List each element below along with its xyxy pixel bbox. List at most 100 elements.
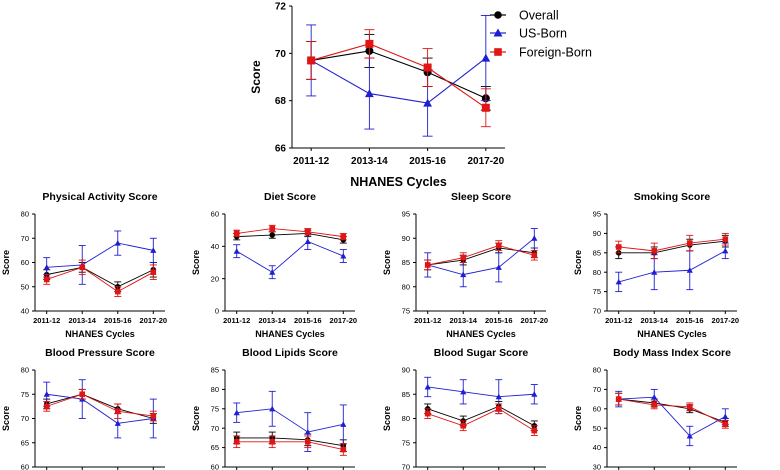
data-point <box>150 413 157 419</box>
y-tick-label: 70 <box>211 424 219 433</box>
series-overall <box>424 242 538 271</box>
data-point <box>233 230 240 237</box>
series-us-born <box>424 376 538 415</box>
series-line <box>618 396 726 437</box>
y-tick-label: 68 <box>275 96 287 107</box>
x-axis-label: NHANES Cycles <box>350 175 447 189</box>
y-tick-label: 60 <box>21 463 29 470</box>
y-tick-label: 65 <box>211 443 219 452</box>
y-axis-label: Score <box>573 250 583 275</box>
x-tick-label: 2015-16 <box>485 316 513 325</box>
series-line <box>618 398 726 423</box>
y-tick-label: 75 <box>402 438 410 447</box>
x-axis-label: NHANES Cycles <box>637 329 707 339</box>
y-tick-label: 80 <box>593 268 601 277</box>
x-tick-label: 2017-20 <box>330 316 358 325</box>
data-point <box>43 264 50 270</box>
series-overall <box>424 401 538 432</box>
x-tick-label: 2017-20 <box>140 316 168 325</box>
series-foreign-born <box>424 240 538 271</box>
data-point <box>340 446 347 453</box>
y-tick-label: 72 <box>275 2 287 13</box>
data-point <box>150 269 157 275</box>
data-point <box>304 238 311 245</box>
y-tick-label: 90 <box>402 234 410 243</box>
y-tick-label: 85 <box>593 248 601 257</box>
data-point <box>495 406 502 412</box>
data-point <box>722 421 729 428</box>
series-line <box>427 408 535 432</box>
chart-main: 66 68 70 72 2011-12 2013-14 2015-16 2017-20 Scor… <box>249 2 505 189</box>
chart-bp: Blood Pressure Score 60 65 70 75 80 Score <box>1 347 165 470</box>
y-tick-label: 85 <box>211 366 219 375</box>
data-point <box>424 262 431 268</box>
x-tick-label: 2013-14 <box>449 316 477 325</box>
y-axis-label: Score <box>249 60 263 94</box>
data-point <box>686 267 693 273</box>
series-overall <box>43 388 157 424</box>
data-point <box>307 56 316 65</box>
x-tick-label: 2011-12 <box>414 316 441 325</box>
data-point <box>43 403 50 410</box>
data-point <box>79 391 86 398</box>
data-point <box>722 247 729 254</box>
series-us-born <box>43 379 157 439</box>
data-point <box>423 63 432 72</box>
y-axis-label: Score <box>382 406 392 431</box>
data-point <box>304 429 311 435</box>
y-tick-label: 66 <box>275 144 287 155</box>
data-point <box>340 252 347 259</box>
legend-item-foreign-born: Foreign-Born <box>490 46 592 60</box>
legend-item-overall: Overall <box>490 9 559 23</box>
data-point <box>43 276 50 283</box>
x-tick-label: 2011-12 <box>223 316 250 325</box>
data-point <box>460 422 467 429</box>
legend-label-us-born: US-Born <box>519 27 567 41</box>
data-point <box>722 413 729 420</box>
data-point <box>340 421 347 427</box>
data-point <box>114 408 121 415</box>
series-foreign-born <box>306 29 491 128</box>
data-point <box>233 438 240 445</box>
y-tick-label: 65 <box>21 438 29 447</box>
series-us-born <box>424 228 538 288</box>
x-tick-label: 2015-16 <box>409 156 446 167</box>
series-foreign-born <box>233 435 347 456</box>
series-line <box>618 238 726 252</box>
data-point <box>79 264 86 271</box>
x-tick-label: 2013-14 <box>351 156 388 167</box>
y-tick-label: 20 <box>211 274 219 283</box>
data-point <box>615 244 622 250</box>
x-tick-label: 2017-20 <box>467 156 504 167</box>
series-foreign-born <box>615 232 729 260</box>
series-line <box>236 441 344 450</box>
series-foreign-born <box>615 392 729 429</box>
y-tick-label: 95 <box>593 210 601 219</box>
chart-bmi: Body Mass Index Score 30 40 50 60 70 80 Score <box>573 347 737 470</box>
x-tick-label: 2011-12 <box>293 156 330 167</box>
y-tick-label: 80 <box>402 414 410 423</box>
data-point <box>233 409 240 416</box>
data-point <box>651 394 658 400</box>
data-point <box>269 225 276 232</box>
y-tick-label: 40 <box>21 307 29 316</box>
data-point <box>365 39 374 48</box>
chart-sugar: Blood Sugar Score 70 75 80 85 90 Score <box>382 347 546 470</box>
y-axis-label: Score <box>382 250 392 275</box>
data-point <box>233 248 240 254</box>
x-tick-label: 2015-16 <box>104 316 132 325</box>
y-tick-label: 70 <box>593 307 601 316</box>
y-tick-label: 60 <box>593 404 601 413</box>
y-axis-label: Score <box>573 406 583 431</box>
data-point <box>651 248 658 254</box>
data-point <box>460 388 467 395</box>
series-line <box>46 393 154 417</box>
y-tick-label: 0 <box>215 307 219 316</box>
x-tick-label: 2015-16 <box>294 316 322 325</box>
series-line <box>236 240 344 273</box>
y-tick-label: 85 <box>402 258 410 267</box>
data-point <box>531 235 538 241</box>
x-tick-label: 2011-12 <box>33 316 60 325</box>
chart-lipids: Blood Lipids Score 60 65 70 75 80 85 Score <box>191 347 355 470</box>
